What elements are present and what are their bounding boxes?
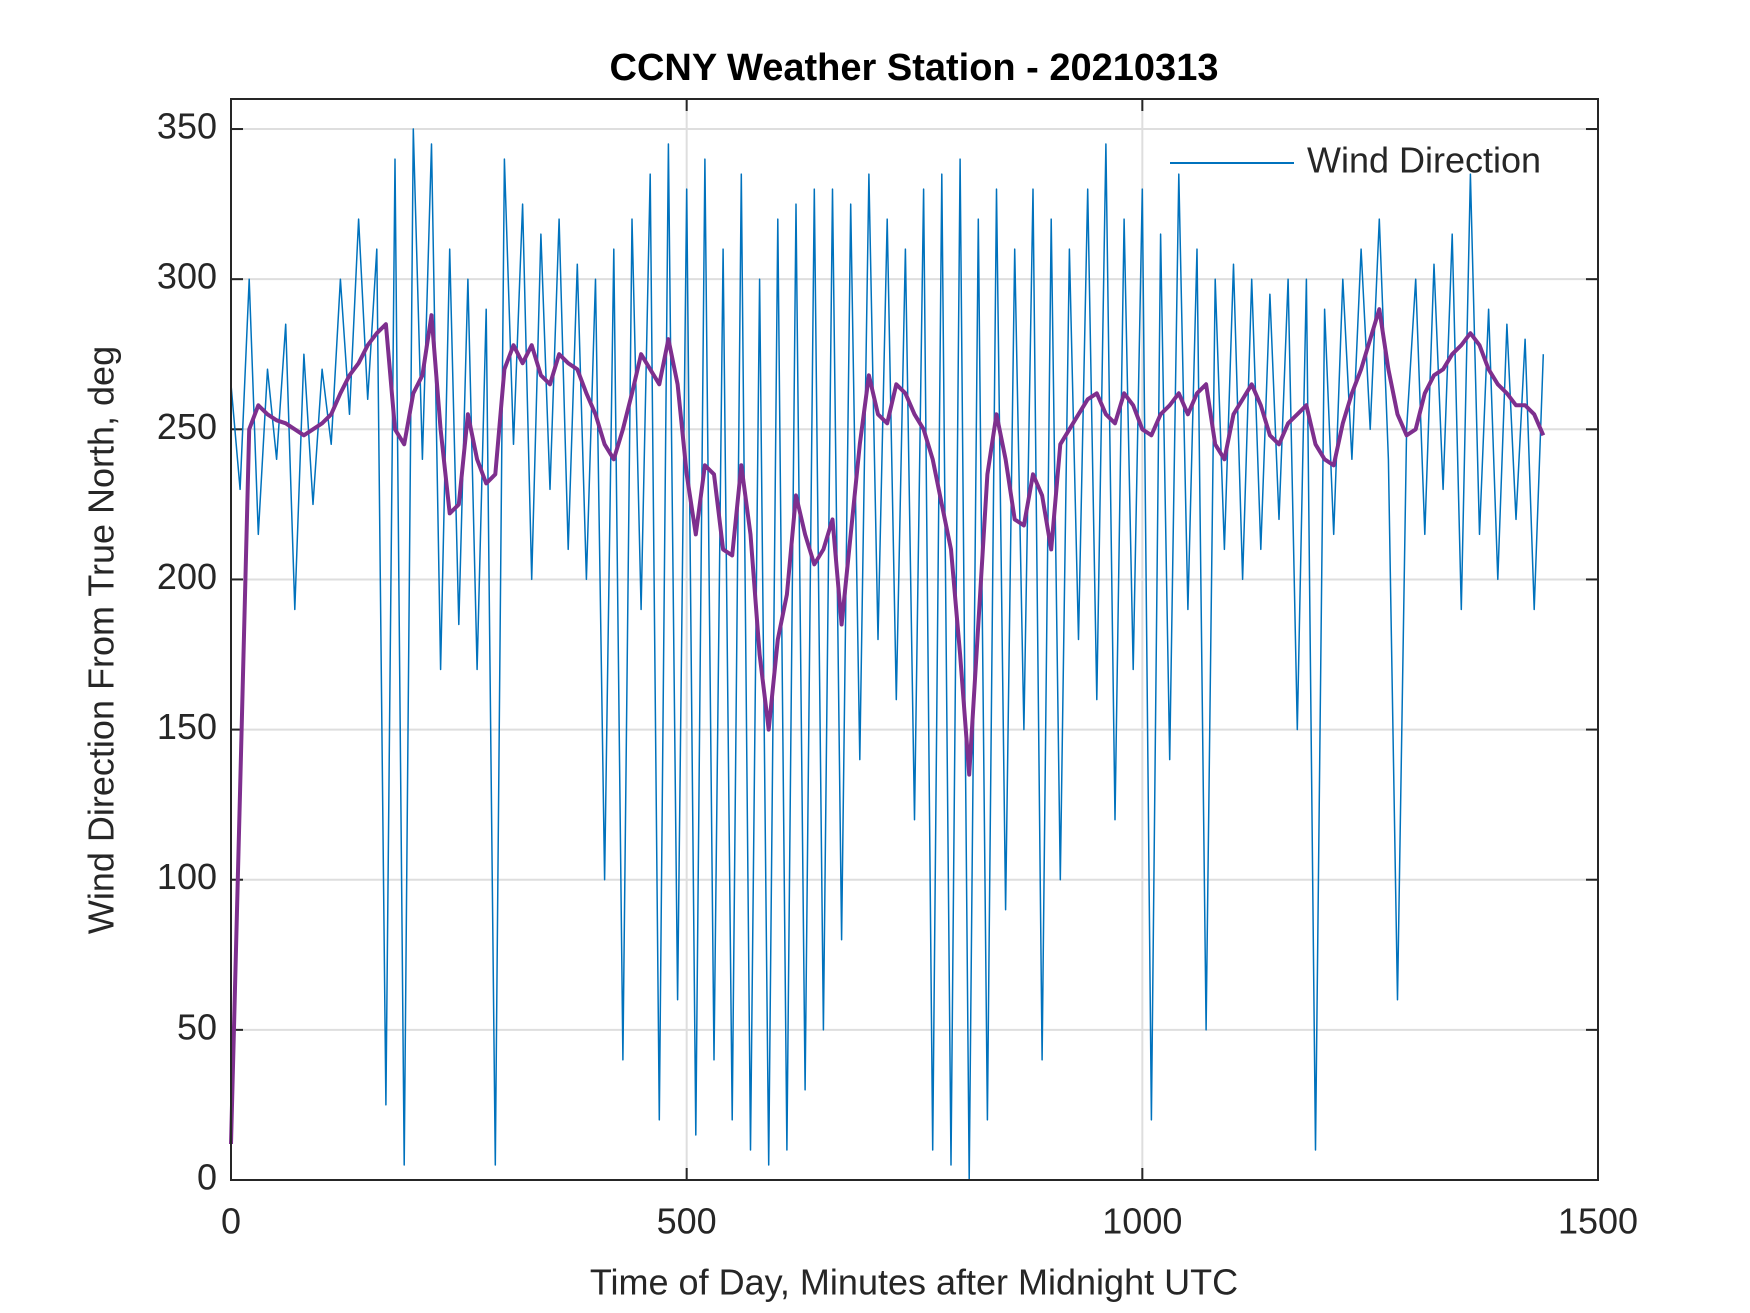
x-tick-label: 1000 bbox=[1102, 1201, 1182, 1242]
y-tick-label: 150 bbox=[157, 706, 217, 747]
legend-label: Wind Direction bbox=[1307, 140, 1541, 181]
x-tick-label: 0 bbox=[221, 1201, 241, 1242]
x-axis-label: Time of Day, Minutes after Midnight UTC bbox=[590, 1262, 1238, 1303]
x-tick-label: 1500 bbox=[1558, 1201, 1638, 1242]
y-tick-label: 0 bbox=[197, 1157, 217, 1198]
y-tick-label: 100 bbox=[157, 856, 217, 897]
y-tick-label: 50 bbox=[177, 1006, 217, 1047]
plot-frame bbox=[230, 98, 1599, 1181]
y-tick-label: 200 bbox=[157, 556, 217, 597]
data-line bbox=[229, 307, 1546, 1145]
y-tick-label: 300 bbox=[157, 256, 217, 297]
data-line bbox=[230, 128, 1545, 1181]
y-tick-label: 250 bbox=[157, 406, 217, 447]
x-tick-label: 500 bbox=[657, 1201, 717, 1242]
chart-title: CCNY Weather Station - 20210313 bbox=[610, 47, 1219, 89]
y-tick-label: 350 bbox=[157, 106, 217, 147]
y-axis-label: Wind Direction From True North, deg bbox=[81, 346, 122, 934]
